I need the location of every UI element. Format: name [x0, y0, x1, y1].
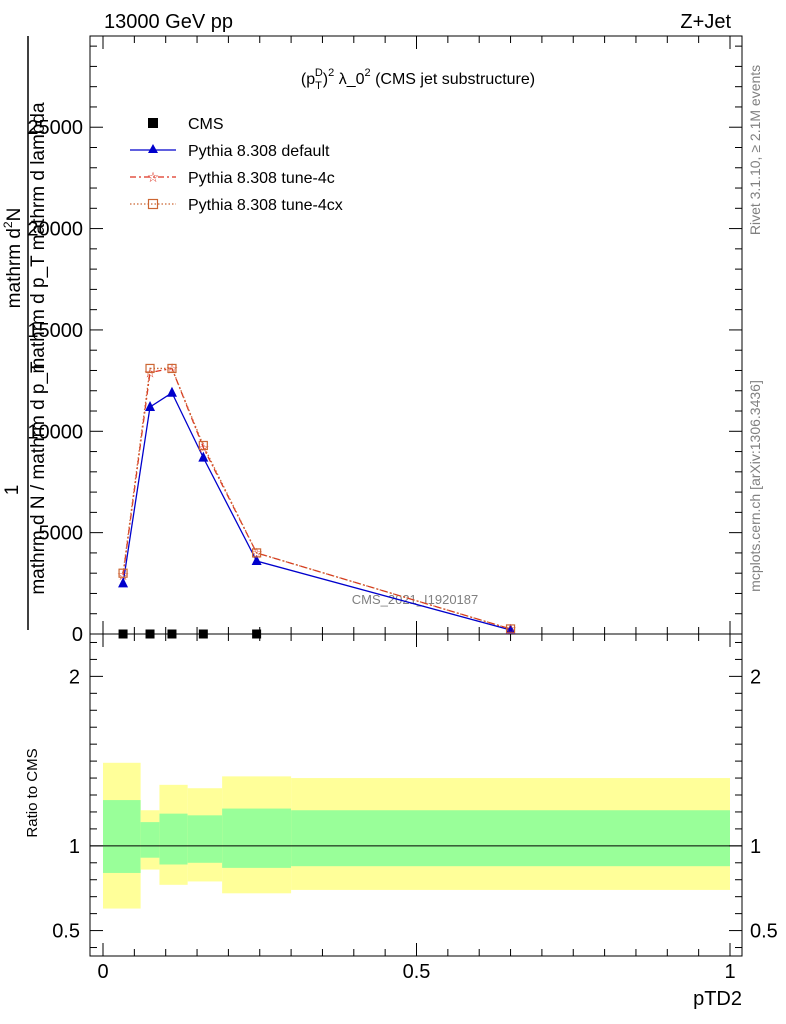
- series-default: [118, 386, 516, 634]
- ratio-y-tick-label: 2: [69, 666, 80, 688]
- legend: CMS Pythia 8.308 default ☆ Pythia 8.308 …: [130, 116, 343, 214]
- ratio-y-tick-label-right: 1: [750, 836, 761, 858]
- data-point-cms: [167, 629, 177, 639]
- main-y-tick-label: 15000: [27, 320, 83, 342]
- ylabel-numerator: mathrm d2N: [1, 208, 25, 309]
- data-point-tune4c: ☆: [166, 361, 179, 377]
- ratio-band-inner: [291, 810, 730, 867]
- main-y-label: mathrm d2N mathrm d p_T mathrm d lambda …: [1, 36, 49, 630]
- ratio-y-tick-label: 0.5: [52, 921, 80, 943]
- ratio-bands: [103, 762, 730, 909]
- series-line-tune4c: [122, 367, 511, 630]
- legend-label-tune4c: Pythia 8.308 tune-4c: [188, 170, 335, 187]
- ylabel-numerator-cont: mathrm d p_T mathrm d lambda: [28, 102, 49, 373]
- data-point-cms: [252, 629, 262, 639]
- ratio-band-inner: [187, 815, 223, 863]
- data-point-tune4cx: [167, 363, 177, 374]
- plot-title: (pTD)2 λ_02 (CMS jet substructure): [301, 67, 535, 92]
- series-tune4cx: [118, 363, 516, 634]
- data-point-tune4cx: [145, 363, 155, 374]
- data-point-cms: [118, 629, 128, 639]
- data-point-default: [118, 577, 129, 588]
- ylabel-one: 1: [2, 485, 23, 496]
- x-tick-label: 0: [97, 961, 108, 983]
- ratio-band-inner: [159, 813, 188, 865]
- ratio-band-inner: [222, 808, 292, 868]
- data-point-default: [198, 451, 209, 462]
- legend-marker-cms: [148, 118, 158, 128]
- ylabel-denominator: mathrm d N / mathrm d p_T: [28, 361, 49, 595]
- data-point-cms: [198, 629, 208, 639]
- main-y-tick-label: 0: [72, 624, 83, 646]
- x-label: pTD2: [693, 988, 742, 1010]
- watermark-text: CMS_2021_I1920187: [352, 592, 479, 607]
- data-point-cms: [145, 629, 155, 639]
- ratio-band-inner: [140, 822, 160, 858]
- header-left: 13000 GeV pp: [104, 11, 233, 33]
- ratio-y-tick-label: 1: [69, 836, 80, 858]
- legend-marker-default: [148, 144, 158, 153]
- main-y-tick-label: 5000: [39, 523, 84, 545]
- rivet-version-text: Rivet 3.1.10, ≥ 2.1M events: [747, 65, 763, 235]
- data-point-tune4c: ☆: [144, 366, 157, 382]
- data-point-tune4cx: [252, 548, 262, 558]
- main-y-axis: 0 5000 10000 15000 20000 25000: [27, 45, 742, 646]
- mcplots-text: mcplots.cern.ch [arXiv:1306.3436]: [747, 380, 763, 592]
- data-point-tune4cx: [505, 624, 516, 634]
- x-axis: 0 0.5 1: [97, 36, 736, 983]
- data-point-default: [251, 555, 262, 566]
- legend-marker-tune4cx: [147, 198, 159, 210]
- data-point-tune4c: ☆: [250, 546, 263, 562]
- ratio-y-axis: 0.5 0.5 1 1 2 2: [52, 641, 778, 949]
- data-point-tune4cx: [118, 568, 128, 578]
- series-layer: ☆☆ ☆☆☆☆: [117, 361, 517, 639]
- data-point-default: [145, 400, 156, 411]
- legend-label-cms: CMS: [188, 116, 224, 133]
- series-line-tune4cx: [122, 367, 511, 630]
- x-tick-label: 0.5: [403, 961, 431, 983]
- header-right: Z+Jet: [680, 11, 731, 33]
- data-point-tune4c: ☆: [504, 622, 517, 638]
- data-point-tune4c: ☆: [117, 568, 130, 584]
- legend-label-default: Pythia 8.308 default: [188, 143, 330, 160]
- ratio-band-inner: [103, 800, 141, 873]
- x-tick-label: 1: [724, 961, 735, 983]
- series-cms: [118, 629, 262, 639]
- data-point-default: [166, 386, 177, 397]
- ratio-y-tick-label-right: 2: [750, 666, 761, 688]
- legend-label-tune4cx: Pythia 8.308 tune-4cx: [188, 197, 343, 214]
- data-point-tune4cx: [198, 440, 208, 451]
- legend-marker-tune4c: ☆: [147, 170, 160, 186]
- main-y-tick-label: 20000: [27, 219, 83, 241]
- ratio-y-tick-label-right: 0.5: [750, 921, 778, 943]
- data-point-default: [505, 623, 516, 634]
- main-y-tick-label: 25000: [27, 117, 83, 139]
- main-y-tick-label: 10000: [27, 421, 83, 443]
- ratio-y-label: Ratio to CMS: [24, 748, 41, 837]
- series-line-default: [122, 391, 511, 631]
